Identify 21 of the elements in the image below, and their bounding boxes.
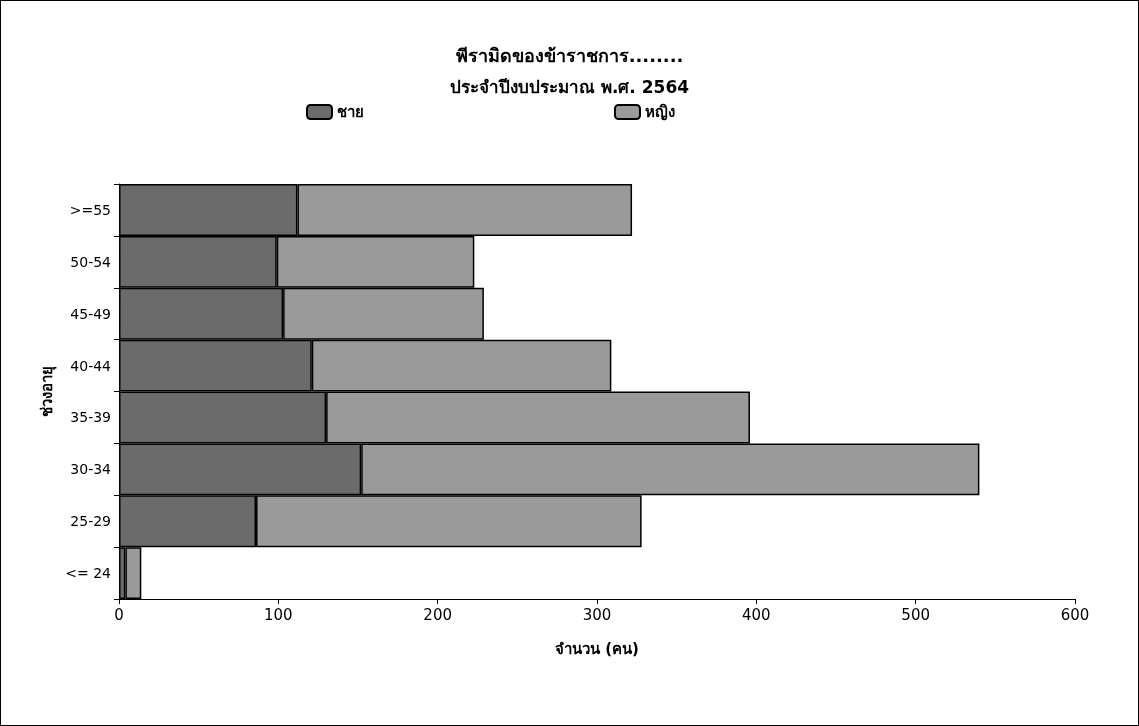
y-tick-label: <= 24 — [65, 565, 112, 582]
legend-label: ชาย — [337, 103, 364, 121]
x-tick-label: 200 — [423, 605, 452, 624]
y-tick-label: 30-34 — [70, 461, 112, 478]
legend-label: หญิง — [645, 103, 675, 121]
y-axis-title: ช่วงอายุ — [37, 366, 57, 417]
x-tick-label: 600 — [1060, 605, 1090, 624]
x-tick-label: 300 — [582, 605, 612, 624]
y-tick-label: 35-39 — [70, 409, 111, 426]
x-tick-label: 100 — [264, 605, 293, 624]
x-tick-label: 500 — [901, 605, 930, 624]
chart-subtitle: ประจำปีงบประมาณ พ.ศ. 2564 — [449, 76, 690, 97]
y-tick-label: 25-29 — [70, 513, 111, 530]
y-tick-label: >=55 — [69, 201, 111, 218]
chart-title: พีรามิดของข้าราชการ........ — [455, 44, 684, 66]
x-axis-title: จำนวน (คน) — [555, 639, 639, 658]
y-tick-label: 45-49 — [70, 305, 111, 322]
y-tick-label: 50-54 — [70, 253, 112, 270]
x-tick-label: 0 — [114, 605, 124, 624]
x-tick-label: 400 — [742, 605, 771, 624]
y-tick-label: 40-44 — [70, 357, 112, 374]
